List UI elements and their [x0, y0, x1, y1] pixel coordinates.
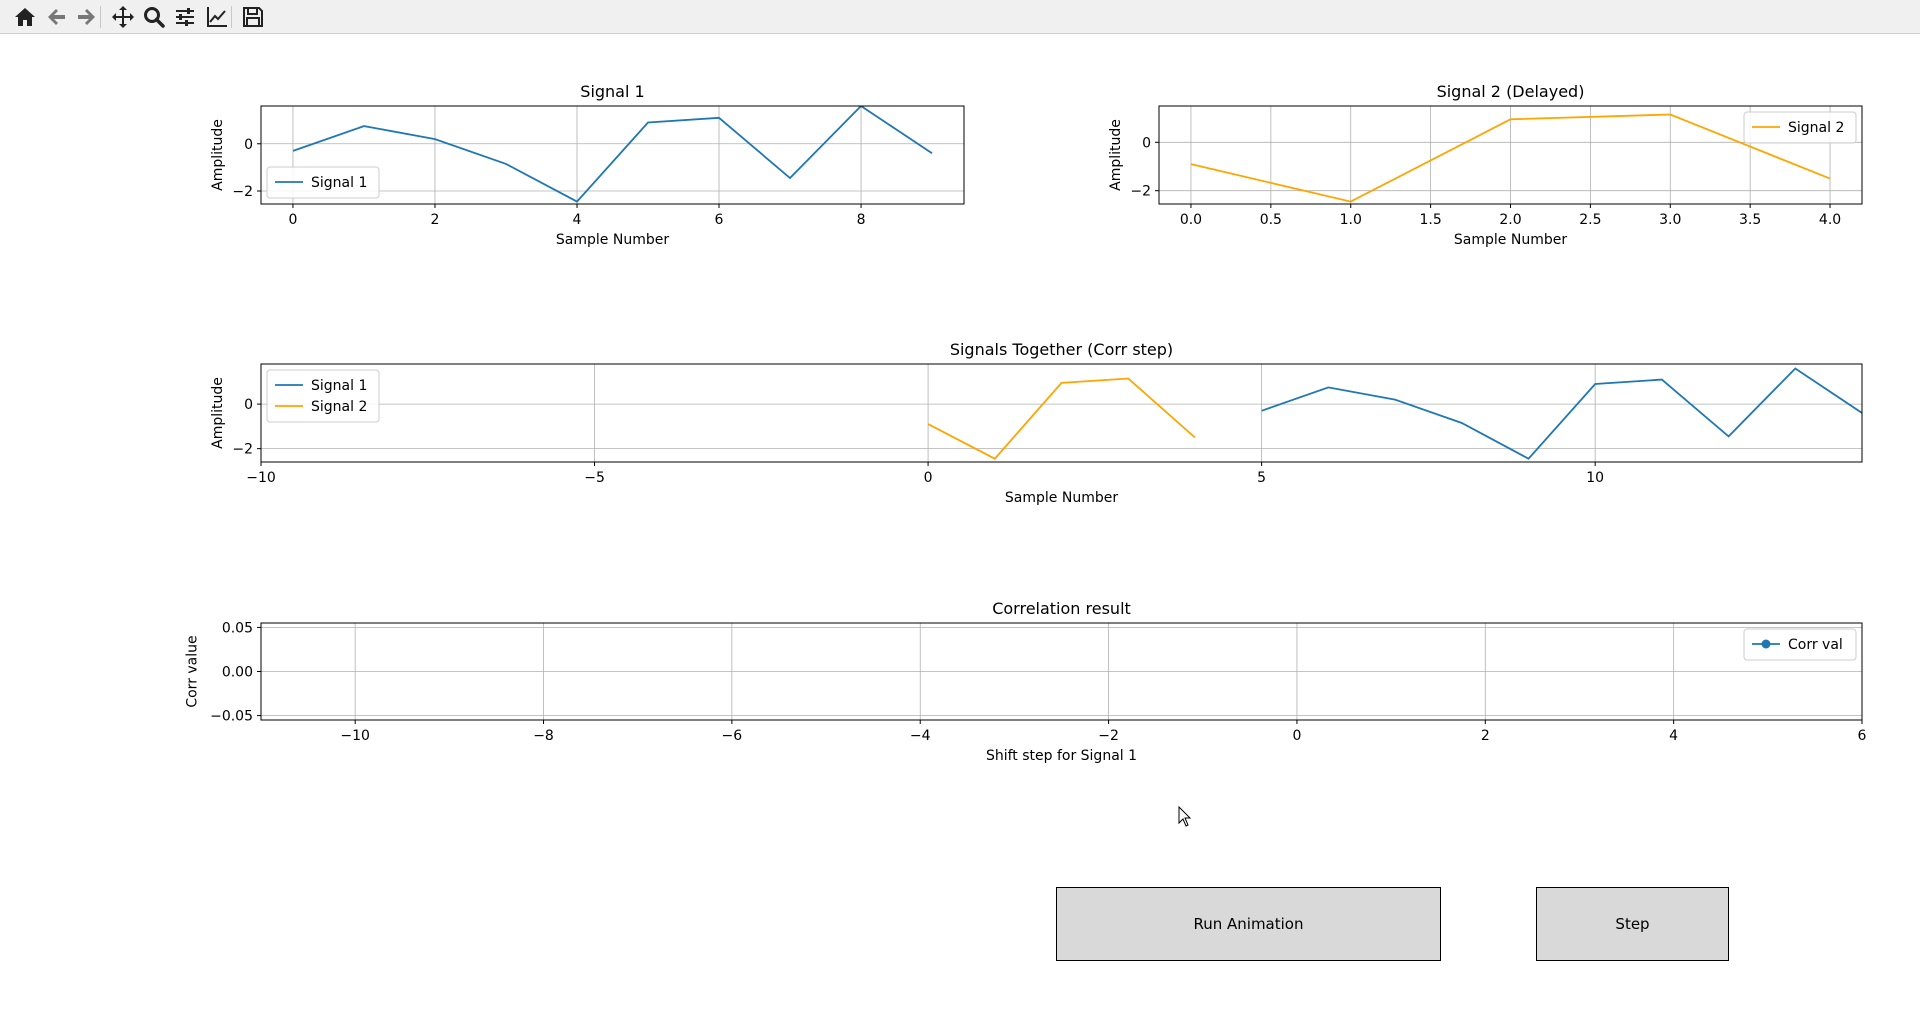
navigation-toolbar [0, 0, 1920, 34]
chart-4: −10 −8 −6 −4 −2 0 2 4 6 0.05 0.00 −0.05 Correlation … [185, 599, 1867, 764]
series-line-2 [927, 377, 1196, 460]
x-tick-label: 2.5 [1579, 212, 1601, 228]
x-tick-label: 4.0 [1819, 212, 1841, 228]
x-tick-label: 0 [1292, 728, 1301, 744]
x-axis-label: Sample Number [1005, 490, 1118, 506]
back-arrow-button[interactable] [42, 2, 72, 32]
legend-label: Signal 1 [311, 175, 367, 191]
x-axis-label: Sample Number [556, 232, 669, 248]
x-tick-label: 8 [857, 212, 866, 228]
x-axis-label: Shift step for Signal 1 [986, 748, 1137, 764]
zoom-magnifier-icon [144, 7, 165, 28]
edit-axes-chart-button[interactable] [202, 2, 232, 32]
legend-label: Corr val [1788, 637, 1843, 653]
home-icon [15, 8, 35, 26]
legend-label: Signal 1 [311, 378, 367, 394]
x-tick-label: −6 [722, 728, 743, 744]
run-animation-button[interactable]: Run Animation [1056, 887, 1441, 961]
y-tick-label: 0 [244, 137, 253, 153]
x-tick-label: 4 [573, 212, 582, 228]
y-tick-label: 0.05 [222, 620, 253, 636]
x-tick-label: −2 [1098, 728, 1119, 744]
x-tick-label: 4 [1669, 728, 1678, 744]
x-tick-label: −5 [584, 470, 605, 486]
chart-title: Correlation result [992, 599, 1131, 618]
chart-title: Signal 1 [580, 82, 644, 101]
x-tick-label: 3.0 [1659, 212, 1681, 228]
x-axis-label: Sample Number [1454, 232, 1567, 248]
x-tick-label: 0 [924, 470, 933, 486]
x-tick-label: 3.5 [1739, 212, 1761, 228]
x-tick-label: 0.5 [1260, 212, 1282, 228]
x-tick-label: 5 [1257, 470, 1266, 486]
series-line-1 [292, 106, 933, 203]
back-arrow-icon [48, 9, 65, 25]
x-tick-label: 0.0 [1180, 212, 1202, 228]
y-axis-label: Amplitude [210, 377, 226, 449]
pan-move-button[interactable] [108, 2, 138, 32]
chart-1: 0 2 4 6 8 0 −2 Signal 1 Sample Number Amplitude Si… [210, 82, 965, 248]
x-tick-label: 1.5 [1419, 212, 1441, 228]
y-tick-label: −2 [1130, 184, 1151, 200]
y-tick-label: 0 [1142, 135, 1151, 151]
x-tick-label: −10 [246, 470, 276, 486]
toolbar-separator [231, 6, 232, 28]
chart-3: −10 −5 0 5 10 0 −2 Signals Together (Corr step)… [210, 340, 1863, 506]
legend: Signal 2 [1743, 111, 1857, 144]
chart-2: 0.0 0.5 1.0 1.5 2.0 2.5 3.0 3.5 4.0 0 −2 Signal 2 (… [1108, 82, 1863, 248]
x-tick-label: −8 [533, 728, 554, 744]
axes-frame [260, 105, 965, 205]
x-tick-label: 6 [1858, 728, 1867, 744]
legend-label: Signal 2 [311, 399, 367, 415]
legend-box [266, 166, 380, 199]
legend: Signal 1 [266, 166, 380, 199]
zoom-magnifier-button[interactable] [139, 2, 169, 32]
legend: Corr val [1743, 628, 1857, 661]
save-floppy-icon [243, 7, 263, 27]
pan-move-icon [112, 6, 134, 28]
x-tick-label: 0 [288, 212, 297, 228]
subplots-sliders-button[interactable] [170, 2, 200, 32]
y-tick-label: −2 [232, 442, 253, 458]
forward-arrow-button[interactable] [71, 2, 101, 32]
forward-arrow-icon [78, 9, 95, 25]
x-tick-label: 2 [1481, 728, 1490, 744]
series-line-1 [1190, 113, 1831, 203]
y-tick-label: −0.05 [210, 709, 253, 725]
step-button[interactable]: Step [1536, 887, 1729, 961]
y-axis-label: Amplitude [210, 119, 226, 191]
legend-marker [1761, 639, 1771, 649]
home-button[interactable] [10, 2, 40, 32]
series-line-1 [1261, 367, 1862, 460]
x-tick-label: 6 [715, 212, 724, 228]
x-tick-label: 2.0 [1499, 212, 1521, 228]
subplots-sliders-icon [176, 8, 194, 26]
figure-canvas: 0 2 4 6 8 0 −2 Signal 1 Sample Number Amplitude Si… [185, 82, 1867, 764]
legend-box [266, 369, 380, 423]
toolbar-separator [100, 6, 101, 28]
chart-title: Signals Together (Corr step) [950, 340, 1173, 359]
y-tick-label: 0 [244, 397, 253, 413]
axes-frame [260, 363, 1863, 463]
legend-box [1743, 628, 1857, 661]
x-tick-label: 10 [1586, 470, 1604, 486]
x-tick-label: −10 [340, 728, 370, 744]
x-tick-label: −4 [910, 728, 931, 744]
y-tick-label: −2 [232, 184, 253, 200]
edit-axes-chart-icon [207, 7, 227, 27]
chart-title: Signal 2 (Delayed) [1437, 82, 1585, 101]
y-axis-label: Amplitude [1108, 119, 1124, 191]
legend-box [1743, 111, 1857, 144]
legend-label: Signal 2 [1788, 120, 1844, 136]
y-axis-label: Corr value [185, 635, 201, 707]
y-tick-label: 0.00 [222, 665, 253, 681]
mouse-cursor-icon [1178, 806, 1192, 827]
save-floppy-button[interactable] [238, 2, 268, 32]
x-tick-label: 1.0 [1340, 212, 1362, 228]
x-tick-label: 2 [431, 212, 440, 228]
legend: Signal 1 Signal 2 [266, 369, 380, 423]
